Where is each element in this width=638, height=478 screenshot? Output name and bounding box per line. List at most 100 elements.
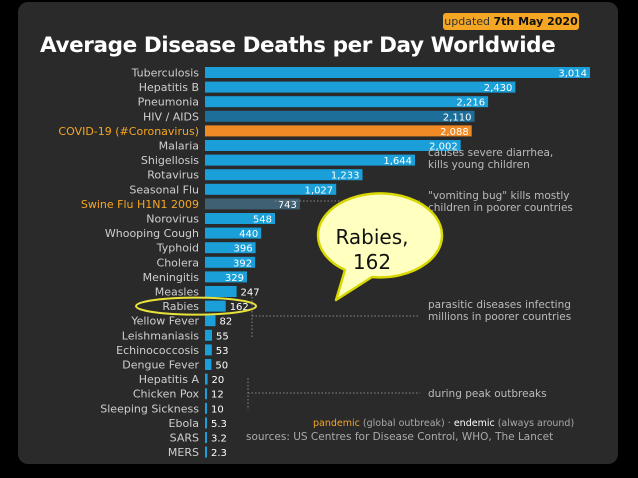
category-label: Leishmaniasis — [122, 329, 199, 342]
bar-21 — [205, 373, 208, 385]
bar-24 — [205, 417, 207, 429]
updated-badge: updated 7th May 2020 — [443, 13, 579, 30]
legend-note: pandemic (global outbreak) · endemic (al… — [313, 418, 574, 429]
bar-22 — [205, 388, 207, 400]
annotation-line: during peak outbreaks — [428, 388, 547, 400]
category-label: MERS — [168, 446, 199, 459]
category-label: Meningitis — [143, 271, 200, 284]
category-label: Sleeping Sickness — [100, 402, 199, 415]
value-label: 548 — [253, 215, 272, 226]
category-label: Norovirus — [146, 213, 199, 226]
callout-line1: Rabies, — [335, 225, 408, 249]
value-label: 2,110 — [443, 112, 472, 123]
bar-9 — [205, 198, 300, 210]
value-label: 50 — [215, 361, 228, 372]
bar-12 — [205, 242, 256, 254]
bar-26 — [205, 446, 207, 458]
value-label: 53 — [216, 346, 229, 357]
category-label: Cholera — [157, 256, 199, 269]
value-label: 1,644 — [383, 156, 412, 167]
annotation-leader — [251, 297, 420, 337]
category-label: Hepatitis A — [139, 373, 200, 386]
category-label: Swine Flu H1N1 2009 — [81, 198, 199, 211]
category-label: Seasonal Flu — [129, 183, 199, 196]
annotation-line: parasitic diseases infecting — [428, 299, 571, 311]
category-label: Ebola — [169, 417, 199, 430]
category-label: HIV / AIDS — [143, 110, 199, 123]
bar-11 — [205, 227, 262, 239]
value-label: 743 — [278, 200, 297, 211]
callout-line2: 162 — [353, 250, 391, 274]
bar-14 — [205, 271, 247, 283]
value-label: 12 — [211, 390, 224, 401]
category-label: Pneumonia — [138, 96, 199, 109]
bar-25 — [205, 432, 207, 443]
chart-title: Average Disease Deaths per Day Worldwide — [40, 33, 556, 58]
value-label: 2,216 — [456, 98, 485, 109]
value-label: 1,027 — [305, 185, 334, 196]
category-label: Chicken Pox — [133, 388, 200, 401]
endemic-desc: (always around) — [494, 418, 575, 429]
bar-8 — [205, 183, 337, 195]
annotation-leader — [247, 378, 420, 410]
legend-sep: · — [444, 418, 454, 429]
category-label: Hepatitis B — [139, 81, 199, 94]
bar-13 — [205, 256, 256, 268]
bar-4 — [205, 125, 472, 137]
category-label: Typhoid — [156, 242, 199, 255]
bar-20 — [205, 359, 212, 370]
value-label: 2,088 — [440, 127, 469, 138]
annotation-line: "vomiting bug" kills mostly — [428, 190, 569, 202]
bar-15 — [205, 286, 237, 297]
value-label: 5.3 — [211, 419, 227, 430]
category-label: SARS — [170, 432, 199, 445]
category-label: COVID-19 (#Coronavirus) — [58, 125, 199, 138]
value-label: 1,233 — [331, 171, 360, 182]
value-label: 392 — [233, 258, 252, 269]
bar-5 — [205, 140, 461, 151]
value-label: 10 — [211, 404, 224, 415]
callout-bubble — [316, 192, 444, 302]
bar-1 — [205, 81, 516, 93]
category-label: Dengue Fever — [122, 359, 199, 372]
category-label: Yellow Fever — [130, 315, 199, 328]
value-label: 440 — [239, 229, 258, 240]
pandemic-desc: (global outbreak) — [359, 418, 445, 429]
category-label: Shigellosis — [141, 154, 199, 167]
value-label: 396 — [233, 244, 252, 255]
value-label: 2,002 — [429, 142, 458, 153]
category-label: Tuberculosis — [131, 67, 200, 80]
value-label: 2.3 — [211, 448, 227, 459]
value-label: 3,014 — [558, 69, 587, 80]
category-label: Measles — [155, 286, 200, 299]
bar-19 — [205, 344, 212, 356]
bar-10 — [205, 213, 275, 224]
annotation-line: millions in poorer countries — [428, 311, 571, 323]
sources-note: sources: US Centres for Disease Control,… — [246, 431, 554, 443]
value-label: 162 — [230, 302, 249, 313]
annotation-line: children in poorer countries — [428, 202, 573, 214]
value-label: 55 — [216, 331, 229, 342]
bar-2 — [205, 96, 489, 108]
category-label: Rabies — [162, 300, 199, 313]
value-label: 2,430 — [484, 83, 513, 94]
value-label: 20 — [212, 375, 225, 386]
bar-6 — [205, 154, 415, 166]
value-label: 3.2 — [211, 434, 227, 445]
annotation-line: kills young children — [428, 159, 530, 171]
bar-0 — [205, 67, 590, 78]
rabies-highlight — [135, 296, 257, 316]
annotation-line: causes severe diarrhea, — [428, 147, 553, 159]
category-label: Whooping Cough — [105, 227, 199, 240]
value-label: 247 — [241, 288, 260, 299]
updated-date: 7th May 2020 — [493, 15, 578, 28]
category-label: Rotavirus — [147, 169, 199, 182]
category-label: Echinococcosis — [116, 344, 199, 357]
value-label: 329 — [225, 273, 244, 284]
bar-17 — [205, 315, 216, 327]
pandemic-word: pandemic — [313, 418, 360, 429]
bar-23 — [205, 402, 207, 414]
updated-prefix: updated — [444, 15, 494, 28]
